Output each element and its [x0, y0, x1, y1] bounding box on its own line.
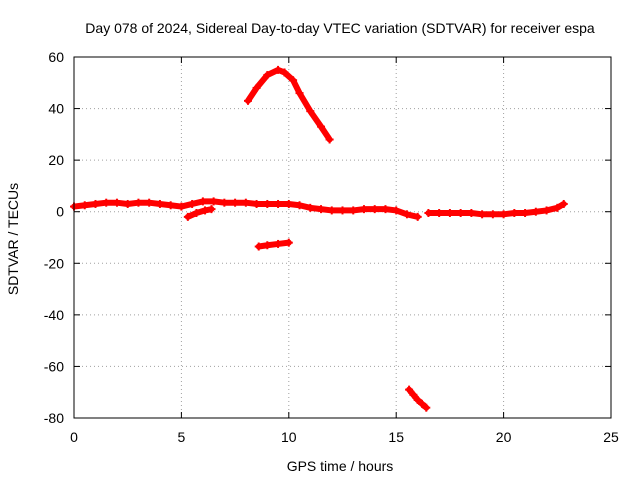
data-point	[478, 210, 487, 219]
y-tick-label: 40	[48, 101, 64, 117]
data-point	[488, 210, 497, 219]
data-point	[413, 212, 422, 221]
data-point	[284, 238, 293, 247]
data-point	[201, 206, 210, 215]
data-point	[263, 241, 272, 250]
data-point	[231, 198, 240, 207]
x-tick-label: 20	[496, 429, 512, 445]
data-point	[112, 198, 121, 207]
series-line-arc	[244, 66, 333, 143]
data-point	[241, 198, 250, 207]
y-tick-label: -20	[44, 255, 64, 271]
data-point	[338, 206, 347, 215]
data-point	[134, 198, 143, 207]
data-point	[220, 198, 229, 207]
data-point	[207, 205, 216, 214]
y-tick-label: 60	[48, 49, 64, 65]
y-tick-label: -60	[44, 358, 64, 374]
data-point	[559, 199, 568, 208]
data-point	[102, 198, 111, 207]
chart-title: Day 078 of 2024, Sidereal Day-to-day VTE…	[85, 20, 595, 36]
plot-frame	[73, 56, 612, 419]
data-point	[177, 202, 186, 211]
data-point	[349, 206, 358, 215]
data-point	[145, 198, 154, 207]
data-point	[306, 107, 315, 116]
data-point	[521, 209, 530, 218]
data-point	[531, 207, 540, 216]
data-point	[274, 239, 283, 248]
x-tick-label: 15	[388, 429, 404, 445]
data-point	[409, 390, 418, 399]
data-point	[274, 199, 283, 208]
y-tick-label: -80	[44, 410, 64, 426]
grid	[74, 57, 611, 418]
data-point	[166, 201, 175, 210]
data-point	[263, 71, 272, 80]
data-point	[445, 209, 454, 218]
x-tick-label: 5	[178, 429, 186, 445]
y-tick-label: -40	[44, 307, 64, 323]
data-point	[381, 205, 390, 214]
data-point	[325, 135, 334, 144]
ticks: 0 5 10 15 20 25 -80 -60 -40 -20 0 20 40 60	[44, 49, 619, 445]
x-tick-label: 0	[70, 429, 78, 445]
data-point	[317, 122, 326, 131]
data-point	[422, 403, 431, 412]
data-point	[254, 242, 263, 251]
data-point	[317, 205, 326, 214]
data-point	[553, 203, 562, 212]
data-point	[91, 199, 100, 208]
data-point	[306, 203, 315, 212]
data-point	[327, 206, 336, 215]
data-point	[198, 197, 207, 206]
data-point	[80, 201, 89, 210]
data-point	[243, 96, 252, 105]
data-point	[542, 206, 551, 215]
data-point	[252, 83, 261, 92]
data-point	[209, 197, 218, 206]
data-point	[192, 209, 201, 218]
x-tick-label: 25	[603, 429, 619, 445]
data-point	[370, 205, 379, 214]
data-point	[274, 65, 283, 74]
data-point	[417, 399, 426, 408]
data-point	[467, 209, 476, 218]
x-tick-label: 10	[281, 429, 297, 445]
data-point	[413, 395, 422, 404]
data-point	[435, 209, 444, 218]
data-point	[456, 209, 465, 218]
x-axis-label: GPS time / hours	[287, 458, 394, 474]
series-layer	[70, 65, 568, 412]
data-point	[424, 209, 433, 218]
y-tick-label: 0	[56, 204, 64, 220]
data-point	[289, 76, 298, 85]
data-point	[295, 201, 304, 210]
data-point	[183, 212, 192, 221]
series-line-short-segment-b	[255, 239, 292, 250]
data-point	[284, 199, 293, 208]
data-point	[280, 68, 289, 77]
y-axis-label: SDTVAR / TECUs	[5, 183, 21, 295]
data-point	[263, 199, 272, 208]
data-point	[295, 89, 304, 98]
data-point	[252, 199, 261, 208]
data-point	[499, 210, 508, 219]
data-point	[188, 199, 197, 208]
data-point	[123, 199, 132, 208]
data-point	[359, 205, 368, 214]
data-point	[402, 210, 411, 219]
data-point	[155, 199, 164, 208]
y-tick-label: 20	[48, 152, 64, 168]
data-point	[405, 385, 414, 394]
data-point	[510, 209, 519, 218]
data-point	[392, 206, 401, 215]
